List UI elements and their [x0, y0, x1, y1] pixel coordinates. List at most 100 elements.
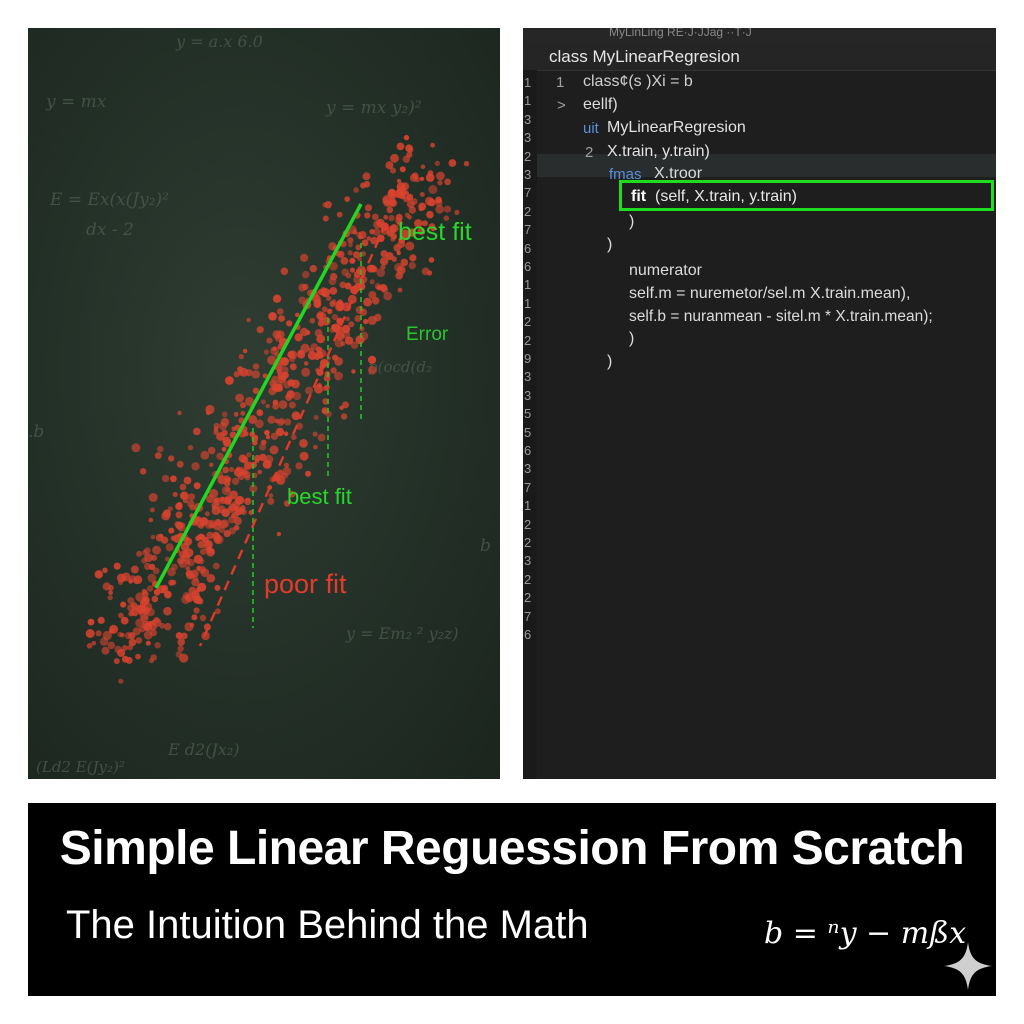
data-point [107, 595, 113, 601]
data-point [102, 567, 108, 574]
data-point [397, 240, 406, 249]
banner-title: Simple Linear Reguession From Scratch [59, 822, 965, 875]
data-point [131, 443, 141, 453]
data-point [328, 277, 337, 286]
data-point [161, 474, 170, 483]
data-point [206, 546, 213, 553]
data-point [368, 291, 377, 299]
data-point [149, 507, 155, 513]
data-point [324, 384, 330, 391]
data-point [197, 540, 205, 549]
data-point [177, 638, 185, 646]
gutter-line-number: 1 [524, 498, 532, 514]
data-point [117, 648, 126, 657]
data-point [120, 601, 127, 608]
data-point [282, 472, 288, 479]
data-point [191, 462, 200, 471]
gutter-line-number: 6 [524, 259, 532, 274]
data-point [256, 409, 262, 415]
gutter-line-number: 3 [524, 130, 532, 146]
data-point [339, 281, 347, 289]
data-point [376, 268, 386, 278]
data-point [434, 160, 440, 167]
gutter-line-number: 1 [524, 295, 532, 311]
data-point [122, 645, 128, 651]
data-point [108, 590, 113, 596]
data-point [188, 586, 197, 595]
data-point [272, 346, 277, 352]
data-point [267, 415, 276, 424]
code-line[interactable]: X.troor [654, 165, 703, 182]
data-point [244, 475, 251, 481]
data-point [298, 283, 307, 292]
data-point [284, 418, 292, 426]
breadcrumb[interactable]: class MyLinearRegresion [523, 42, 996, 71]
data-point [396, 250, 401, 256]
fit-method-signature[interactable]: (self, X.train, y.train) [655, 188, 797, 205]
data-point [148, 517, 154, 523]
data-point [361, 239, 369, 247]
data-point [209, 462, 214, 467]
code-line[interactable]: MyLinearRegresion [607, 119, 746, 136]
data-point [389, 189, 396, 195]
gutter-line-number: 2 [524, 148, 532, 164]
data-point [177, 410, 182, 416]
data-point [283, 431, 289, 437]
data-point [443, 205, 452, 213]
data-point [324, 201, 332, 209]
data-point [214, 608, 221, 615]
data-point [113, 658, 120, 665]
data-point [400, 258, 409, 267]
data-point [340, 341, 346, 347]
best-fit-line [154, 203, 363, 589]
error-label: Error [406, 324, 449, 345]
data-point [233, 371, 240, 378]
data-point [172, 492, 178, 497]
data-point [312, 431, 318, 437]
data-point [240, 410, 246, 416]
data-point [300, 253, 309, 262]
data-point [233, 524, 240, 531]
data-point [337, 304, 344, 312]
code-line[interactable]: numerator [629, 262, 702, 279]
data-point [150, 654, 157, 661]
fold-chevron-icon[interactable]: > [557, 97, 566, 114]
data-point [347, 237, 354, 244]
data-point [128, 611, 134, 617]
data-point [193, 554, 203, 564]
data-point [322, 215, 329, 222]
code-line[interactable]: class¢(s )Xi = b [583, 73, 693, 90]
data-point [305, 470, 312, 477]
code-line[interactable]: X.train, y.train) [607, 143, 710, 160]
code-line[interactable]: eellf) [583, 96, 618, 113]
gutter-line-number: 9 [524, 351, 532, 366]
data-point [289, 363, 297, 371]
data-point [121, 655, 129, 663]
data-point [233, 517, 242, 525]
data-point [379, 284, 388, 292]
data-point [255, 419, 264, 429]
data-point [91, 640, 97, 646]
code-line[interactable]: self.b = nuranmean - sitel.m * X.train.m… [629, 308, 933, 325]
data-point [242, 348, 248, 354]
code-line[interactable]: self.m = nuremetor/sel.m X.train.mean), [629, 285, 911, 302]
data-point [151, 554, 157, 561]
data-point [396, 142, 405, 151]
data-point [355, 244, 362, 251]
fit-method-keyword[interactable]: fit [631, 188, 647, 205]
breadcrumb-class[interactable]: class MyLinearRegresion [549, 47, 740, 66]
gutter-line-number: 5 [524, 406, 532, 422]
gutter-line-number: 5 [524, 424, 532, 440]
data-point [175, 521, 184, 530]
data-point [133, 578, 140, 585]
gutter-line-number: 7 [524, 222, 532, 238]
gutter-line-number: 2 [524, 203, 532, 219]
data-point [135, 637, 143, 644]
data-point [428, 257, 435, 263]
data-point [269, 380, 276, 387]
data-point [427, 198, 436, 207]
data-point [141, 557, 148, 564]
data-point [314, 329, 323, 337]
data-point [283, 462, 290, 468]
data-point [299, 439, 308, 448]
